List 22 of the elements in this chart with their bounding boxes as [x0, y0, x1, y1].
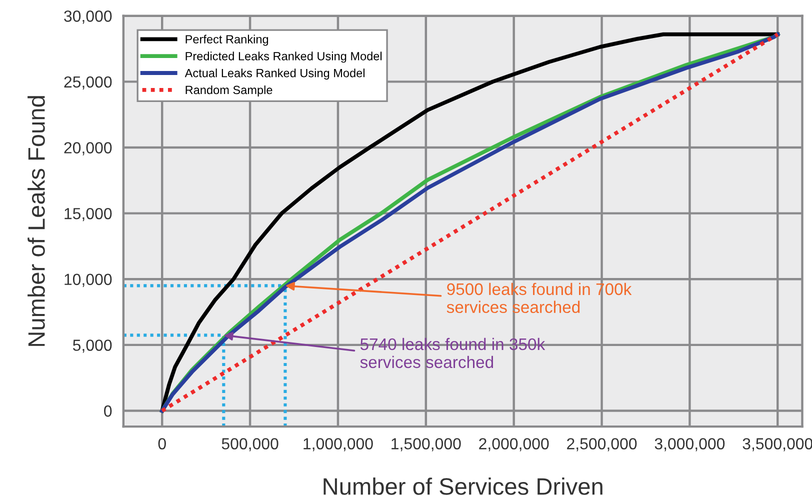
y-axis-title: Number of Leaks Found — [28, 96, 45, 346]
y-tick-label: 25,000 — [64, 76, 112, 90]
x-axis-title: Number of Services Driven — [324, 478, 602, 495]
y-tick-label: 30,000 — [64, 10, 112, 24]
y-tick-label: 20,000 — [64, 142, 112, 156]
line-series — [160, 32, 780, 413]
legend-label: Perfect Ranking — [186, 34, 268, 46]
y-tick-label: 0 — [104, 405, 112, 417]
y-tick-label: 10,000 — [64, 274, 112, 287]
legend-label: Predicted Leaks Ranked Using Model — [186, 52, 382, 63]
y-tick-label: 15,000 — [64, 208, 112, 222]
x-tick-label: 2,500,000 — [567, 438, 637, 452]
x-tick-label: 1,500,000 — [392, 438, 461, 452]
x-tick-label: 0 — [158, 438, 166, 450]
x-tick-label: 1,000,000 — [304, 438, 373, 452]
x-tick-label: 2,000,000 — [479, 438, 549, 452]
annotation: 9500 leaks found in 700k services searched — [446, 282, 632, 314]
legend-label: Random Sample — [186, 85, 272, 96]
x-tick-label: 3,000,000 — [654, 438, 725, 452]
x-tick-label: 500,000 — [222, 438, 278, 452]
legend-label: Actual Leaks Ranked Using Model — [184, 68, 364, 80]
y-tick-label: 5,000 — [72, 340, 112, 353]
